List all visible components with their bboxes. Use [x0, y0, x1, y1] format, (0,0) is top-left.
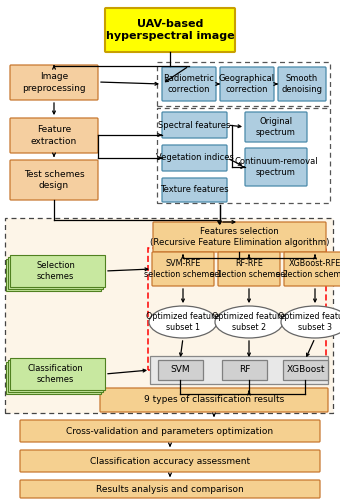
FancyBboxPatch shape [105, 8, 235, 52]
FancyBboxPatch shape [245, 148, 307, 186]
Text: Test schemes
design: Test schemes design [24, 170, 84, 190]
Text: Selection
schemes: Selection schemes [36, 261, 75, 281]
Text: Original
spectrum: Original spectrum [256, 117, 296, 137]
FancyBboxPatch shape [162, 145, 227, 171]
FancyBboxPatch shape [162, 178, 227, 202]
FancyBboxPatch shape [153, 222, 326, 252]
FancyBboxPatch shape [245, 112, 307, 142]
Text: 9 types of classification results: 9 types of classification results [144, 396, 284, 404]
Text: XGBoost-RFE
selection scheme 3: XGBoost-RFE selection scheme 3 [276, 259, 340, 279]
FancyBboxPatch shape [20, 480, 320, 498]
Text: Image
preprocessing: Image preprocessing [22, 72, 86, 92]
FancyBboxPatch shape [283, 360, 328, 380]
Text: RF-RFE
selection scheme 2: RF-RFE selection scheme 2 [210, 259, 288, 279]
Text: Geographical
correction: Geographical correction [219, 74, 275, 94]
Text: SVM-RFE
selection scheme 1: SVM-RFE selection scheme 1 [144, 259, 222, 279]
Ellipse shape [215, 306, 283, 338]
Text: Classification accuracy assessment: Classification accuracy assessment [90, 456, 250, 466]
FancyBboxPatch shape [284, 252, 340, 286]
Text: Spectral features: Spectral features [158, 120, 231, 130]
Text: Cross-validation and parameters optimization: Cross-validation and parameters optimiza… [66, 426, 274, 436]
FancyBboxPatch shape [162, 112, 227, 138]
FancyBboxPatch shape [222, 360, 267, 380]
FancyBboxPatch shape [278, 67, 326, 101]
Text: Classification
schemes: Classification schemes [28, 364, 83, 384]
Text: Continuum-removal
spectrum: Continuum-removal spectrum [234, 157, 318, 177]
FancyBboxPatch shape [220, 67, 274, 101]
Text: Optimized feature
subset 1: Optimized feature subset 1 [147, 312, 220, 332]
FancyBboxPatch shape [5, 218, 333, 413]
FancyBboxPatch shape [150, 356, 328, 384]
Text: Optimized feature
subset 2: Optimized feature subset 2 [212, 312, 286, 332]
FancyBboxPatch shape [100, 388, 328, 412]
Ellipse shape [281, 306, 340, 338]
Text: Texture features: Texture features [160, 186, 229, 194]
FancyBboxPatch shape [20, 420, 320, 442]
FancyBboxPatch shape [152, 252, 214, 286]
FancyBboxPatch shape [162, 67, 216, 101]
Text: Smooth
denoising: Smooth denoising [282, 74, 323, 94]
Text: Results analysis and comparison: Results analysis and comparison [96, 484, 244, 494]
FancyBboxPatch shape [10, 255, 105, 287]
FancyBboxPatch shape [6, 259, 101, 291]
Text: Feature
extraction: Feature extraction [31, 126, 77, 146]
FancyBboxPatch shape [8, 360, 103, 392]
Text: Features selection
(Recursive Feature Elimination algorithm): Features selection (Recursive Feature El… [150, 227, 329, 247]
Text: Radiometric
correction: Radiometric correction [164, 74, 215, 94]
FancyBboxPatch shape [6, 362, 101, 394]
Ellipse shape [149, 306, 217, 338]
FancyBboxPatch shape [218, 252, 280, 286]
FancyBboxPatch shape [8, 257, 103, 289]
FancyBboxPatch shape [10, 118, 98, 153]
FancyBboxPatch shape [20, 450, 320, 472]
FancyBboxPatch shape [158, 360, 203, 380]
Text: Optimized feature
subset 3: Optimized feature subset 3 [278, 312, 340, 332]
Text: Vegetation indices: Vegetation indices [156, 154, 234, 162]
Text: XGBoost: XGBoost [286, 366, 325, 374]
FancyBboxPatch shape [10, 65, 98, 100]
FancyBboxPatch shape [10, 358, 105, 390]
Text: UAV-based
hyperspectral image: UAV-based hyperspectral image [106, 19, 234, 41]
FancyBboxPatch shape [10, 160, 98, 200]
Text: RF: RF [239, 366, 250, 374]
Text: SVM: SVM [171, 366, 190, 374]
